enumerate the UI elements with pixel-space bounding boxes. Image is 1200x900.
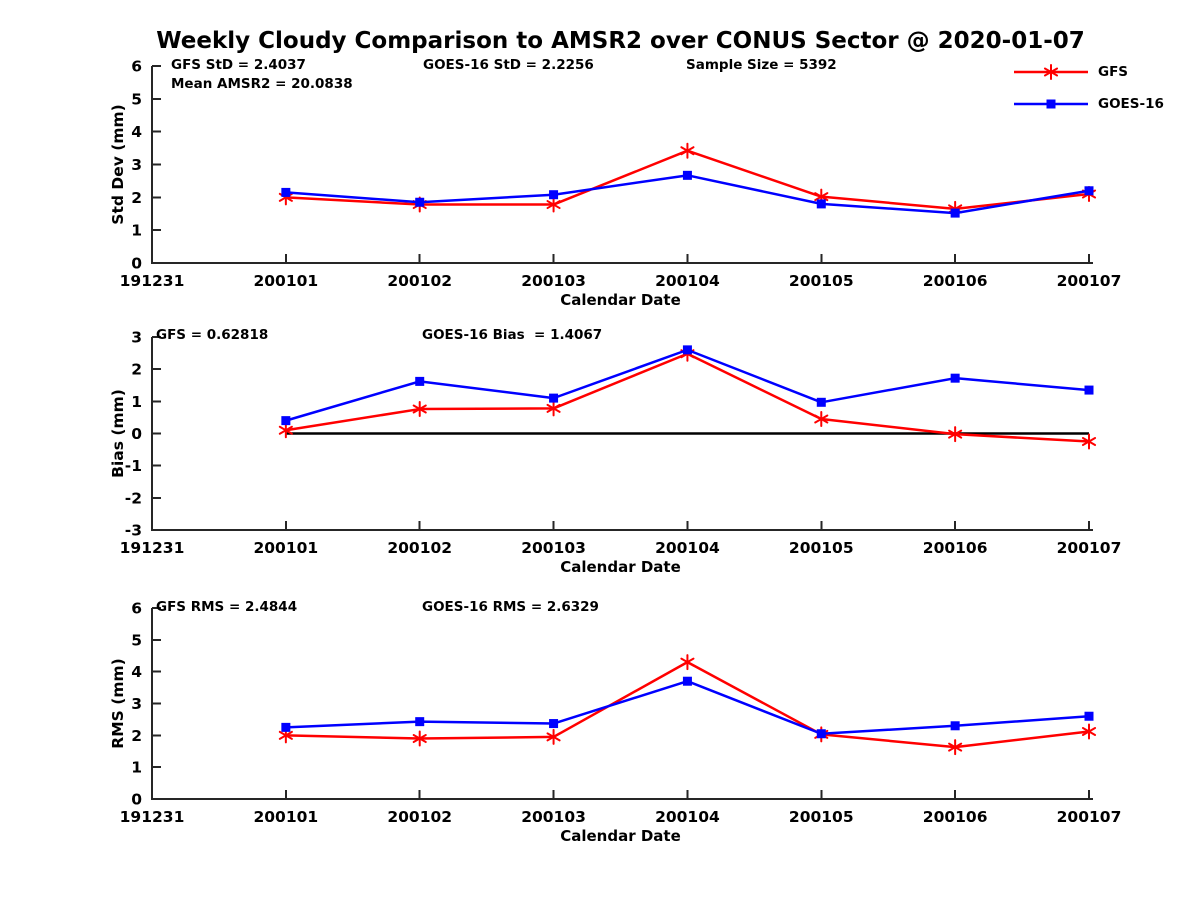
- svg-text:4: 4: [131, 123, 142, 141]
- subplot-bias: -3 -2 -1 0 1 2 3 191231 200101 200102 200103 200104…: [109, 329, 1121, 577]
- svg-text:Calendar Date: Calendar Date: [560, 291, 681, 309]
- svg-text:Calendar Date: Calendar Date: [560, 827, 681, 845]
- series-bias-GOES-16: [281, 345, 1094, 426]
- svg-text:200103: 200103: [521, 808, 586, 826]
- axes-std-dev: [151, 65, 1093, 264]
- y-axis-label-rms: RMS (mm): [109, 658, 127, 748]
- y-axis-label-bias: Bias (mm): [109, 389, 127, 478]
- annotation-goes16-rms: GOES-16 RMS = 2.6329: [422, 599, 599, 615]
- svg-text:200107: 200107: [1057, 808, 1122, 826]
- series-std-dev-GOES-16: [281, 170, 1094, 218]
- annotation-goes16-bias: GOES-16 Bias = 1.4067: [422, 327, 603, 343]
- svg-text:200105: 200105: [789, 272, 854, 290]
- svg-text:0: 0: [131, 425, 142, 443]
- tick-labels-bias: -3 -2 -1 0 1 2 3 191231 200101 200102 200103 200104…: [109, 329, 1121, 577]
- svg-text:200102: 200102: [387, 539, 452, 557]
- svg-text:200101: 200101: [253, 272, 318, 290]
- y-axis-label-std-dev: Std Dev (mm): [109, 104, 127, 224]
- svg-text:200103: 200103: [521, 539, 586, 557]
- svg-text:200106: 200106: [923, 539, 988, 557]
- legend: GFS GOES-16: [1012, 60, 1164, 116]
- svg-text:1: 1: [131, 759, 142, 777]
- svg-text:2: 2: [131, 727, 142, 745]
- svg-text:200106: 200106: [923, 808, 988, 826]
- svg-text:1: 1: [131, 393, 142, 411]
- svg-text:191231: 191231: [120, 808, 185, 826]
- svg-text:3: 3: [131, 695, 142, 713]
- svg-text:2: 2: [131, 361, 142, 379]
- legend-label-gfs: GFS: [1098, 64, 1129, 80]
- annotation-goes16-std: GOES-16 StD = 2.2256: [423, 57, 594, 73]
- subplot-std-dev: 0 1 2 3 4 5 6 191231 200101 200102 200103 200104 200…: [109, 58, 1121, 310]
- svg-text:200103: 200103: [521, 272, 586, 290]
- subplot-rms: 0 1 2 3 4 5 6 191231 200101 200102 200103 200104 200…: [109, 600, 1121, 846]
- svg-text:5: 5: [131, 90, 142, 108]
- axes-bias: [151, 336, 1093, 531]
- svg-text:191231: 191231: [120, 539, 185, 557]
- tick-labels-rms: 0 1 2 3 4 5 6 191231 200101 200102 200103 200104 200…: [109, 600, 1121, 846]
- svg-text:-2: -2: [125, 489, 142, 507]
- svg-text:-3: -3: [125, 522, 142, 540]
- svg-text:200102: 200102: [387, 272, 452, 290]
- svg-text:-1: -1: [125, 457, 142, 475]
- svg-text:200104: 200104: [655, 539, 720, 557]
- svg-text:191231: 191231: [120, 272, 185, 290]
- annotation-sample-size: Sample Size = 5392: [686, 57, 837, 73]
- svg-text:4: 4: [131, 663, 142, 681]
- chart-title: Weekly Cloudy Comparison to AMSR2 over C…: [156, 28, 1085, 54]
- annotation-gfs-bias: GFS = 0.62818: [156, 327, 269, 343]
- svg-text:200106: 200106: [923, 272, 988, 290]
- svg-text:200101: 200101: [253, 539, 318, 557]
- goes16-line-marker-icon: [1014, 99, 1088, 109]
- axes-rms: [151, 607, 1093, 800]
- legend-item-goes16: GOES-16: [1012, 92, 1164, 116]
- annotation-mean-amsr2: Mean AMSR2 = 20.0838: [171, 76, 353, 92]
- series-rms-GOES-16: [281, 676, 1094, 739]
- svg-text:2: 2: [131, 189, 142, 207]
- tick-labels-std-dev: 0 1 2 3 4 5 6 191231 200101 200102 200103 200104 200…: [109, 58, 1121, 310]
- svg-text:3: 3: [131, 156, 142, 174]
- annotation-gfs-rms: GFS RMS = 2.4844: [156, 599, 298, 615]
- gfs-line-marker-icon: [1014, 64, 1088, 80]
- svg-text:5: 5: [131, 631, 142, 649]
- svg-text:3: 3: [131, 329, 142, 347]
- svg-text:200107: 200107: [1057, 539, 1122, 557]
- svg-text:6: 6: [131, 600, 142, 618]
- svg-text:1: 1: [131, 222, 142, 240]
- svg-text:200104: 200104: [655, 808, 720, 826]
- svg-text:200102: 200102: [387, 808, 452, 826]
- svg-text:0: 0: [131, 255, 142, 273]
- svg-text:6: 6: [131, 58, 142, 76]
- svg-text:Calendar Date: Calendar Date: [560, 558, 681, 576]
- legend-label-goes16: GOES-16: [1098, 96, 1164, 112]
- svg-text:0: 0: [131, 791, 142, 809]
- svg-text:200104: 200104: [655, 272, 720, 290]
- svg-text:200105: 200105: [789, 808, 854, 826]
- series-rms-GFS: [278, 654, 1097, 756]
- annotation-gfs-std: GFS StD = 2.4037: [171, 57, 306, 73]
- svg-text:200105: 200105: [789, 539, 854, 557]
- svg-text:200107: 200107: [1057, 272, 1122, 290]
- svg-text:200101: 200101: [253, 808, 318, 826]
- legend-item-gfs: GFS: [1012, 60, 1164, 84]
